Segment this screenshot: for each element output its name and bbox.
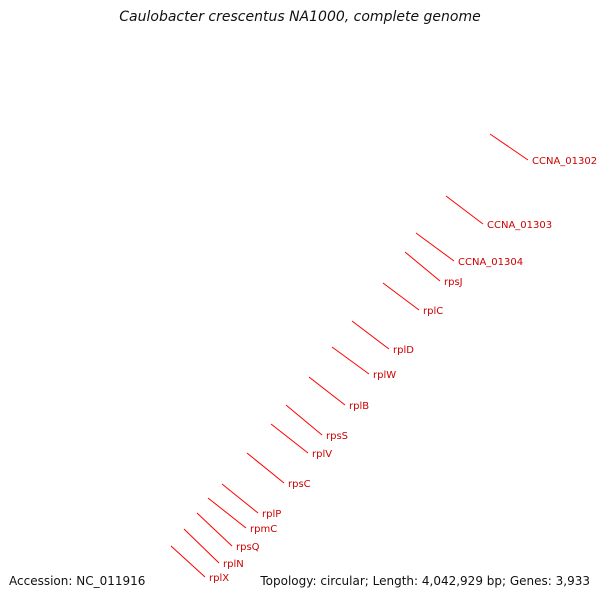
gene-label-rpss: rpsS <box>326 431 348 442</box>
gene-label-rpmc: rpmC <box>250 524 277 535</box>
gene-label-rpld: rplD <box>393 345 414 356</box>
label-line <box>246 452 285 484</box>
gene-label-lines <box>170 133 529 578</box>
gene-label-rplb: rplB <box>349 401 369 412</box>
map-title: Caulobacter crescentus NA1000, complete … <box>119 9 481 25</box>
accession-text: Accession: NC_011916 <box>9 574 146 588</box>
label-line <box>404 251 441 282</box>
label-line <box>285 404 323 436</box>
gene-label-ccna_01302: CCNA_01302 <box>532 156 597 167</box>
label-line <box>270 423 309 454</box>
gene-label-rplv: rplV <box>312 449 332 460</box>
gene-label-rpsq: rpsQ <box>236 542 260 553</box>
label-line <box>207 497 247 529</box>
label-line <box>221 483 259 514</box>
label-line <box>196 512 233 547</box>
label-line <box>445 195 484 225</box>
label-line <box>170 545 206 578</box>
gene-label-rplp: rplP <box>262 509 281 520</box>
label-line <box>415 232 455 262</box>
gene-label-texts: CCNA_01302 CCNA_01303 CCNA_01304 rpsJ rplC rp… <box>209 156 597 584</box>
genome-summary-text: Topology: circular; Length: 4,042,929 bp… <box>260 574 590 588</box>
gene-label-rplc: rplC <box>423 306 443 317</box>
label-line <box>351 320 390 350</box>
label-line <box>183 528 220 564</box>
label-line <box>308 376 346 406</box>
gene-label-rpsc: rpsC <box>288 479 311 490</box>
gene-label-rplw: rplW <box>373 370 396 381</box>
gene-label-ccna_01304: CCNA_01304 <box>458 257 523 268</box>
label-line <box>489 133 529 161</box>
gene-label-rpsj: rpsJ <box>444 277 463 288</box>
gene-label-rplx: rplX <box>209 573 229 584</box>
label-line <box>382 282 420 311</box>
gene-label-ccna_01303: CCNA_01303 <box>487 220 552 231</box>
label-line <box>331 346 370 375</box>
gene-label-rpln: rplN <box>223 559 244 570</box>
